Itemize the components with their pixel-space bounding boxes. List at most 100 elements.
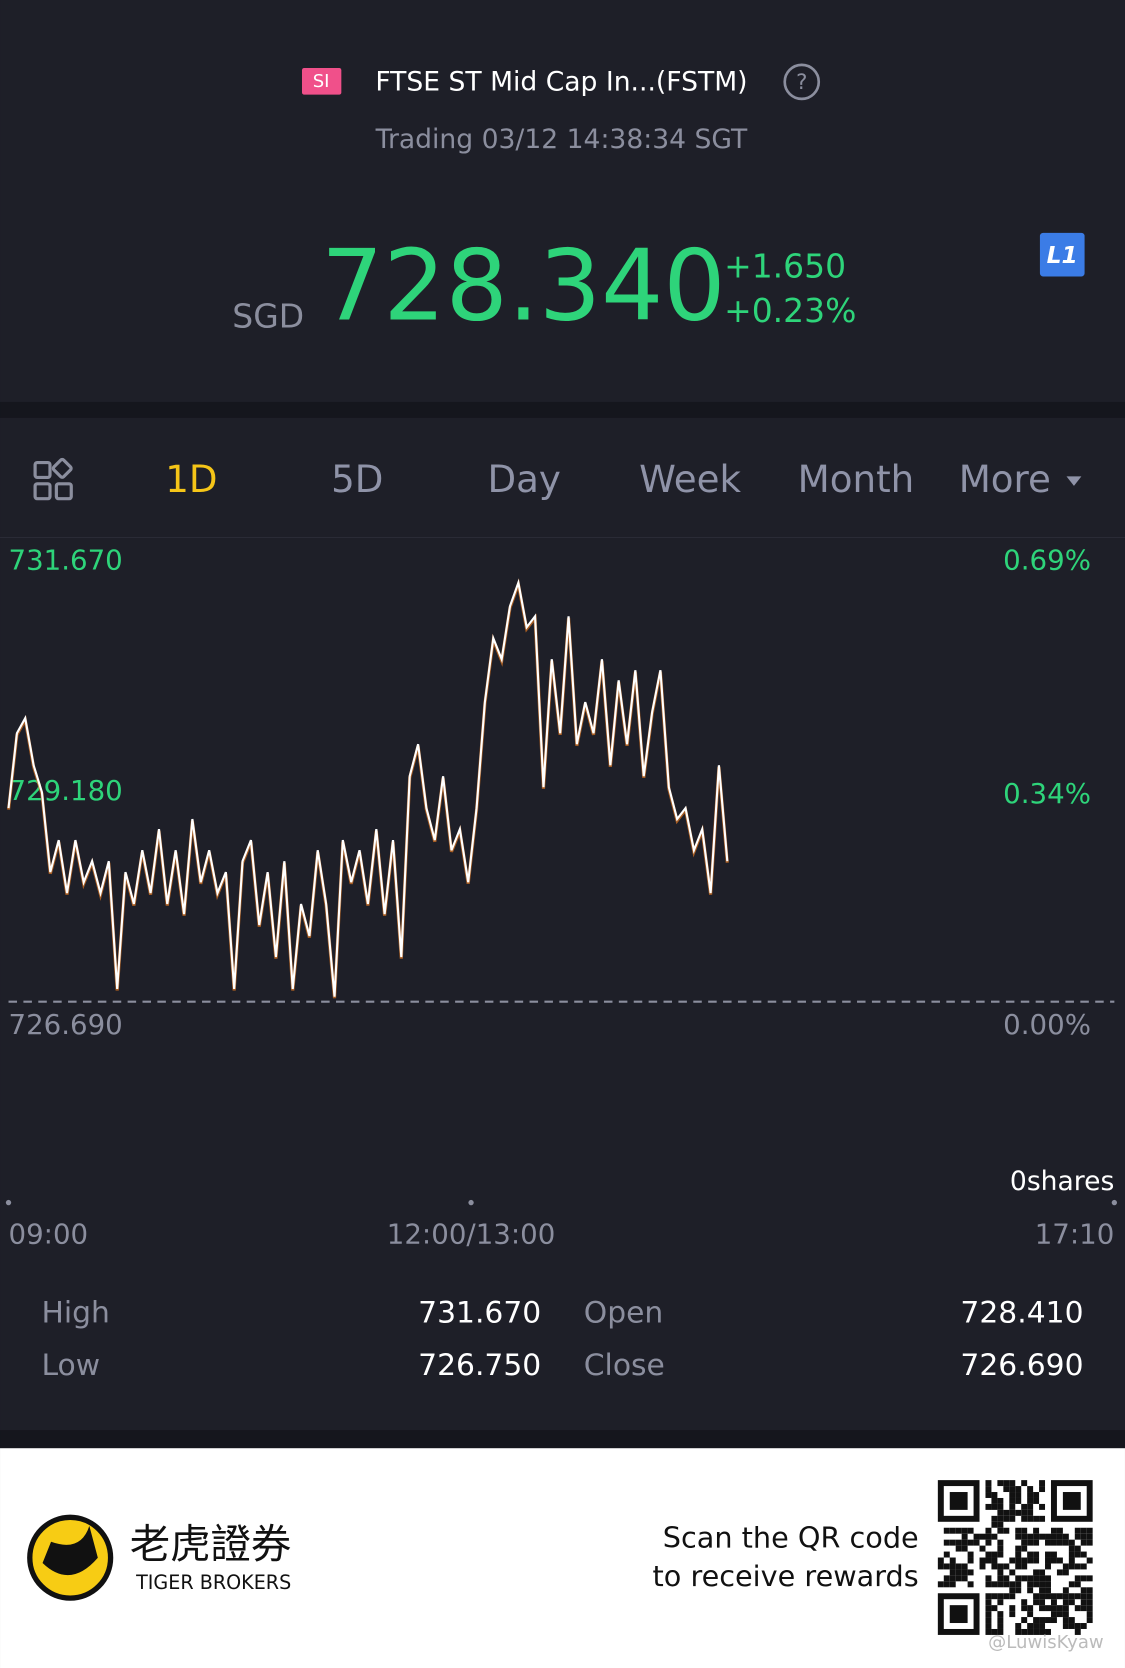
qr-module <box>1039 1569 1046 1576</box>
qr-finder-core <box>1062 1492 1081 1510</box>
qr-module <box>967 1539 974 1546</box>
stat-value: 728.410 <box>960 1296 1083 1331</box>
qr-module <box>1009 1557 1016 1564</box>
qr-module <box>949 1527 956 1534</box>
qr-module <box>997 1611 1004 1618</box>
qr-module <box>985 1623 992 1629</box>
qr-module <box>1033 1628 1040 1635</box>
qr-module <box>985 1492 992 1498</box>
qr-module <box>1015 1486 1022 1493</box>
qr-module <box>949 1581 956 1588</box>
qr-module <box>967 1551 974 1558</box>
qr-module <box>937 1581 944 1588</box>
qr-module <box>1045 1587 1051 1594</box>
qr-module <box>1068 1593 1075 1600</box>
qr-module <box>1033 1617 1040 1624</box>
y2-tick-label: 0.69% <box>1003 543 1091 576</box>
qr-module <box>967 1569 974 1576</box>
qr-module <box>1056 1569 1063 1576</box>
qr-module <box>1009 1486 1016 1493</box>
qr-module <box>1086 1605 1093 1612</box>
qr-module <box>1009 1509 1016 1516</box>
qr-module <box>1068 1581 1075 1588</box>
qr-module <box>1039 1575 1046 1582</box>
qr-module <box>991 1533 998 1540</box>
volume: 0shares <box>1010 1166 1114 1197</box>
qr-module <box>1080 1623 1087 1629</box>
help-icon[interactable] <box>783 63 821 101</box>
qr-finder-core <box>949 1492 968 1510</box>
qr-module <box>1062 1605 1069 1612</box>
qr-module <box>1027 1575 1034 1582</box>
qr-module <box>997 1563 1004 1570</box>
qr-module <box>985 1581 992 1588</box>
dropdown-arrow <box>1066 476 1082 486</box>
level-icon[interactable] <box>1039 232 1085 277</box>
qr-module <box>1039 1503 1046 1510</box>
qr-module <box>1003 1527 1010 1534</box>
stat-label: Open <box>584 1296 664 1331</box>
qr-module <box>1086 1533 1093 1540</box>
qr-module <box>991 1605 998 1612</box>
stat-value: 726.750 <box>418 1348 541 1383</box>
qr-module <box>1062 1539 1069 1546</box>
qr-module <box>997 1599 1004 1606</box>
qr-module <box>985 1593 992 1600</box>
qr-module <box>1074 1575 1081 1582</box>
qr-module <box>985 1599 992 1606</box>
qr-module <box>985 1551 992 1558</box>
qr-module <box>1021 1533 1028 1540</box>
qr-module <box>1003 1581 1010 1588</box>
qr-module <box>1039 1480 1046 1487</box>
qr-module <box>1009 1480 1016 1487</box>
qr-code <box>937 1480 1093 1635</box>
tab[interactable]: Day <box>487 457 560 501</box>
stat-label: High <box>41 1296 109 1331</box>
badge-text: SI <box>313 71 330 92</box>
qr-module <box>1027 1628 1034 1635</box>
stat-label: Low <box>41 1348 100 1383</box>
qr-module <box>1039 1599 1046 1606</box>
qr-module <box>1080 1533 1087 1540</box>
qr-module <box>1045 1617 1051 1624</box>
qr-module <box>961 1527 968 1534</box>
tab[interactable]: More <box>959 457 1051 501</box>
qr-module <box>1056 1605 1063 1612</box>
tab[interactable]: 1D <box>165 457 217 501</box>
qr-module <box>1068 1545 1075 1552</box>
promo-line: to receive rewards <box>653 1559 919 1593</box>
qr-module <box>997 1503 1004 1510</box>
qr-module <box>1027 1503 1034 1510</box>
qr-module <box>997 1497 1004 1504</box>
tab[interactable]: Week <box>639 457 741 501</box>
qr-module <box>1062 1587 1069 1594</box>
qr-module <box>955 1563 962 1570</box>
promo-line: Scan the QR code <box>663 1521 919 1555</box>
qr-module <box>1068 1557 1075 1564</box>
qr-module <box>1050 1611 1057 1618</box>
tab[interactable]: Month <box>798 457 915 501</box>
logo-mark <box>42 1525 98 1576</box>
qr-module <box>985 1533 992 1540</box>
y2-tick-label: 0.00% <box>1003 1008 1091 1041</box>
qr-module <box>1021 1557 1028 1564</box>
qr-module <box>991 1581 998 1588</box>
qr-module <box>985 1539 992 1546</box>
separator <box>0 401 1125 418</box>
qr-module <box>1056 1533 1063 1540</box>
qr-module <box>997 1545 1004 1552</box>
qr-module <box>1033 1581 1040 1588</box>
qr-module <box>1068 1539 1075 1546</box>
qr-module <box>1086 1587 1093 1594</box>
qr-module <box>1039 1623 1046 1629</box>
qr-finder <box>937 1480 980 1522</box>
layout-icon[interactable] <box>33 457 73 501</box>
qr-module <box>1015 1497 1022 1504</box>
tab[interactable]: 5D <box>331 457 383 501</box>
qr-module <box>1021 1515 1028 1522</box>
qr-module <box>1050 1551 1057 1558</box>
qr-module <box>985 1617 992 1624</box>
qr-module <box>1003 1480 1010 1487</box>
qr-module <box>1068 1551 1075 1558</box>
